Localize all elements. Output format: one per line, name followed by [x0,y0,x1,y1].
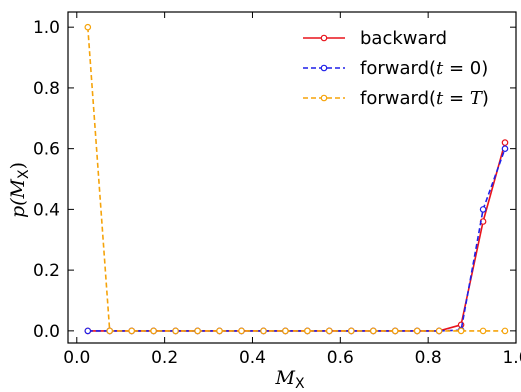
legend-label-part: = 0) [443,58,488,79]
legend-marker-0 [320,34,328,42]
data-point-s1-19 [501,145,509,153]
data-point-s2-16 [435,327,443,335]
legend-marker-1 [320,64,328,72]
series-line-1 [87,148,506,332]
data-point-s2-19 [501,327,509,335]
legend-label-part: t [436,58,444,79]
data-point-s2-13 [369,327,377,335]
series-line-0 [87,142,506,332]
data-point-s2-3 [150,327,157,335]
data-point-s2-15 [413,327,421,335]
plot-area: 0.0 0.2 0.4 0.6 0.8 1.0 0.0 0.2 0.4 0.6 0.8 1.0 back… [33,11,521,368]
x-axis-title: MX [274,367,304,392]
data-point-s1-0 [84,327,92,335]
data-point-s2-8 [260,327,267,335]
legend-label-part: forward( [360,58,436,79]
legend-label-part: T [470,88,484,109]
legend-label-1: forward(t = 0) [360,58,488,79]
x-tick-label-3: 0.6 [327,348,354,368]
data-point-s2-5 [194,327,201,335]
data-point-s2-18 [479,327,487,335]
data-point-s2-6 [216,327,223,335]
data-point-s2-1 [106,327,114,335]
y-tick-label-0: 0.0 [33,322,60,342]
x-tick-label-5: 1.0 [502,348,521,368]
legend-label-part: t [436,88,444,109]
x-tick-label-2: 0.4 [239,348,266,368]
data-point-s2-10 [304,327,311,335]
data-point-s2-9 [282,327,289,335]
legend-label-part: ) [482,88,489,109]
data-point-s2-0 [84,23,92,31]
data-point-s2-4 [172,327,179,335]
y-tick-label-3: 0.6 [33,140,60,160]
x-tick-label-1: 0.2 [151,348,178,368]
data-point-s2-17 [457,327,465,335]
data-point-s2-12 [347,327,355,335]
legend-label-2: forward(t = T) [360,88,489,109]
y-axis-title: p(MX) [7,162,32,218]
data-point-s2-2 [128,327,136,335]
y-tick-label-1: 0.2 [33,261,60,281]
axes-frame [67,11,517,344]
series-line-2 [87,27,505,332]
x-tick-label-0: 0.0 [63,348,90,368]
y-tick-label-5: 1.0 [33,18,60,38]
x-tick-label-4: 0.8 [415,348,442,368]
legend-label-part: backward [360,28,447,49]
data-point-s1-18 [479,206,487,213]
data-point-s2-7 [238,327,245,335]
legend-marker-2 [320,94,328,102]
data-point-s2-11 [325,327,333,335]
data-point-s2-14 [391,327,399,335]
y-tick-label-2: 0.4 [33,200,60,220]
data-point-s0-19 [501,139,509,146]
y-tick-label-4: 0.8 [33,79,60,99]
legend-label-part: = [443,88,470,109]
legend-label-part: forward( [360,88,436,109]
legend-label-0: backward [360,28,447,49]
